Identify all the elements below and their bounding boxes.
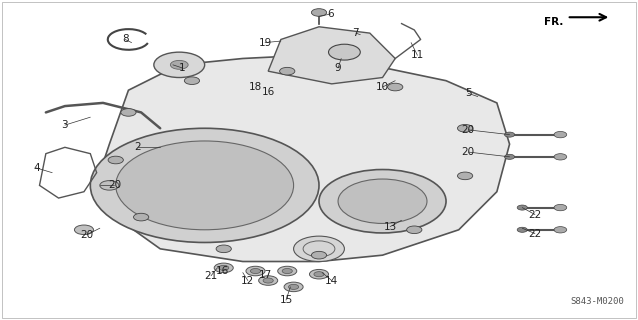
Text: 20: 20 (108, 180, 121, 190)
Text: 9: 9 (335, 63, 341, 73)
Circle shape (258, 276, 278, 285)
Circle shape (184, 77, 200, 84)
Text: 7: 7 (353, 28, 359, 38)
Text: 14: 14 (325, 276, 338, 285)
Text: 20: 20 (462, 147, 475, 157)
Circle shape (517, 205, 528, 210)
Circle shape (554, 227, 567, 233)
Circle shape (309, 269, 329, 279)
Text: FR.: FR. (544, 17, 563, 27)
Circle shape (170, 60, 188, 69)
Text: 18: 18 (249, 82, 262, 92)
Circle shape (278, 266, 297, 276)
Circle shape (293, 236, 345, 261)
Circle shape (388, 83, 403, 91)
Text: 2: 2 (135, 142, 141, 152)
Circle shape (314, 272, 324, 277)
Polygon shape (97, 55, 510, 261)
Text: 11: 11 (411, 50, 424, 60)
Circle shape (505, 154, 515, 159)
Text: 12: 12 (241, 276, 255, 285)
Text: 6: 6 (327, 9, 334, 19)
Text: 22: 22 (528, 228, 542, 239)
Circle shape (214, 263, 234, 273)
Circle shape (154, 52, 205, 77)
Text: 4: 4 (33, 163, 40, 173)
Circle shape (505, 132, 515, 137)
Circle shape (121, 108, 136, 116)
Text: 3: 3 (62, 120, 68, 130)
Circle shape (319, 170, 446, 233)
Text: 1: 1 (179, 63, 186, 73)
Circle shape (406, 226, 422, 234)
Circle shape (282, 268, 292, 274)
Text: 17: 17 (258, 270, 272, 280)
Text: 21: 21 (204, 271, 218, 281)
Circle shape (216, 245, 232, 252)
Circle shape (554, 204, 567, 211)
Circle shape (100, 180, 119, 190)
Circle shape (288, 284, 299, 289)
Circle shape (284, 282, 303, 292)
Circle shape (311, 252, 327, 259)
Text: 10: 10 (376, 82, 389, 92)
Circle shape (329, 44, 360, 60)
Circle shape (108, 156, 123, 164)
Circle shape (554, 154, 567, 160)
Circle shape (263, 278, 273, 283)
Circle shape (457, 124, 473, 132)
Circle shape (338, 179, 427, 223)
Circle shape (246, 266, 265, 276)
Circle shape (91, 128, 319, 243)
Circle shape (75, 225, 94, 235)
Text: 16: 16 (262, 87, 275, 97)
Circle shape (219, 265, 229, 270)
Circle shape (279, 68, 295, 75)
Circle shape (457, 172, 473, 180)
Circle shape (115, 141, 293, 230)
Text: 16: 16 (216, 266, 229, 276)
Circle shape (133, 213, 149, 221)
Text: 20: 20 (462, 125, 475, 135)
Circle shape (250, 268, 260, 274)
Text: 13: 13 (383, 222, 397, 232)
Text: 5: 5 (465, 88, 471, 98)
Circle shape (311, 9, 327, 16)
Text: 20: 20 (80, 229, 94, 240)
Circle shape (517, 227, 528, 232)
Circle shape (554, 132, 567, 138)
Text: 8: 8 (122, 35, 129, 44)
Text: S843-M0200: S843-M0200 (570, 297, 624, 306)
Text: 22: 22 (528, 210, 542, 220)
Text: 19: 19 (258, 38, 272, 48)
Text: 15: 15 (279, 295, 293, 305)
Polygon shape (268, 27, 395, 84)
